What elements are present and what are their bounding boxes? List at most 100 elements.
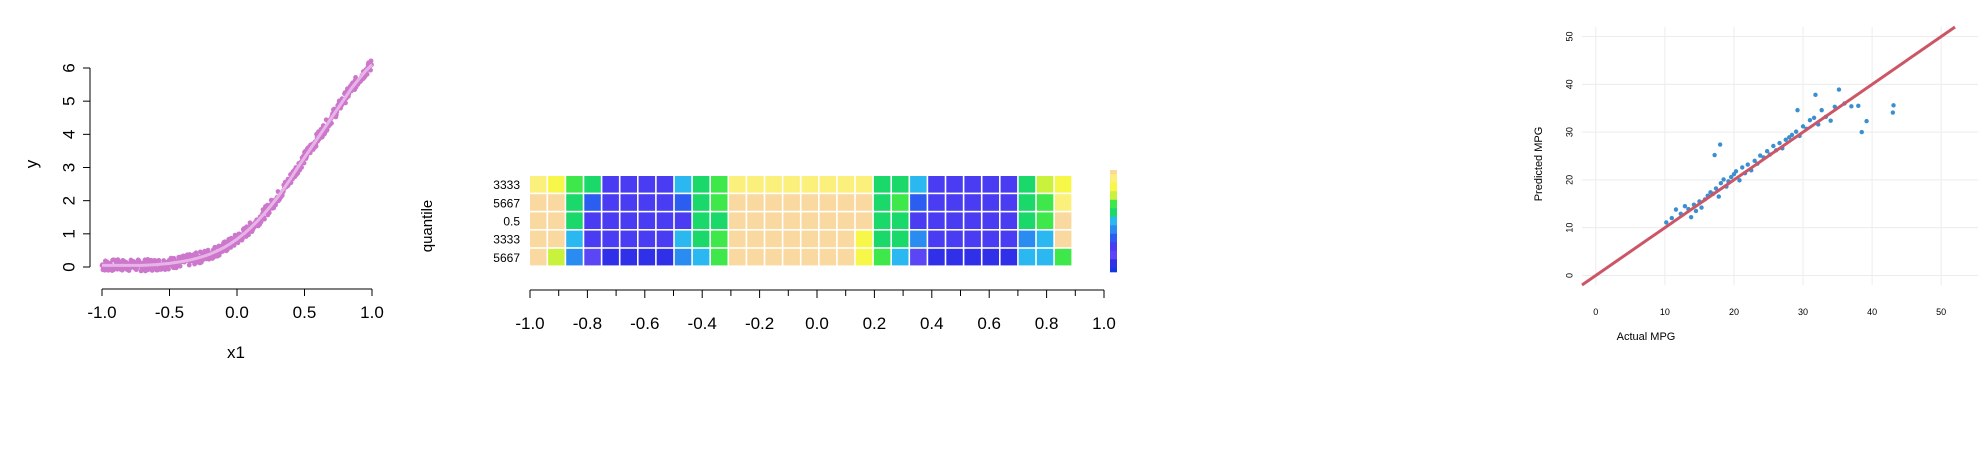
heatmap-cell	[855, 230, 873, 248]
legend-swatch	[1110, 238, 1117, 243]
y-tick-label: 10	[1564, 223, 1574, 233]
heatmap-cell	[747, 176, 764, 193]
heatmap-cell	[656, 212, 674, 229]
heatmap-cell	[819, 230, 837, 248]
heatmap-cell	[638, 176, 656, 193]
x-tick-label: -1.0	[515, 314, 544, 333]
heatmap-cell	[638, 212, 656, 229]
mpg-point	[1800, 124, 1806, 129]
heatmap-cell	[982, 212, 999, 229]
mpg-point	[1828, 118, 1833, 123]
heatmap-cell	[783, 176, 800, 193]
heatmap-cell	[855, 248, 873, 266]
scatter-point	[156, 258, 162, 263]
heatmap-cell	[548, 194, 565, 211]
y-tick-label: 2	[59, 196, 78, 205]
x-tick-label: 0.5	[293, 303, 317, 322]
heatmap-cell	[1036, 230, 1054, 248]
mpg-point	[1737, 178, 1742, 183]
heatmap-cell	[873, 230, 891, 248]
heatmap-cell	[656, 230, 674, 248]
x-axis-label: x1	[227, 343, 245, 362]
heatmap-cell	[1018, 230, 1036, 248]
mpg-point	[1789, 132, 1795, 138]
heatmap-cell	[801, 176, 818, 193]
mpg-point	[1688, 214, 1694, 220]
heatmap-cell	[692, 176, 710, 193]
heatmap-cell	[656, 194, 674, 211]
heatmap-cell	[783, 248, 800, 266]
heatmap-cell	[566, 212, 583, 229]
heatmap-cell	[656, 176, 674, 193]
heatmap-cell	[855, 212, 873, 229]
heatmap-cell	[765, 176, 782, 193]
heatmap-cell	[747, 230, 764, 248]
x-tick-label: 50	[1936, 307, 1946, 317]
scatter-point	[313, 143, 319, 149]
heatmap-cell	[801, 212, 818, 229]
heatmap-cell	[1000, 248, 1018, 266]
mpg-point	[1721, 177, 1726, 182]
chart-panel-mpg: 0 10 20 30 40 50 0 10 20 30 40 50 Actual MPG Predic…	[1533, 25, 1978, 343]
heatmap-cell	[620, 248, 637, 266]
heatmap-cell	[946, 230, 963, 248]
row-label: 0.5	[503, 215, 520, 229]
x-tick-label: 0.8	[1035, 314, 1059, 333]
x-tick-label: 1.0	[1092, 314, 1116, 333]
heatmap-cell	[910, 212, 927, 229]
mpg-point	[1836, 87, 1842, 92]
mpg-point	[1717, 142, 1723, 147]
y-tick-label: 3	[59, 163, 78, 172]
heatmap-cell	[530, 176, 547, 193]
heatmap-cell	[1036, 248, 1054, 266]
color-legend	[1110, 170, 1117, 273]
legend-swatch	[1110, 233, 1117, 239]
heatmap-cell	[783, 194, 800, 211]
heatmap-cell	[747, 194, 764, 211]
mpg-point	[1682, 203, 1688, 209]
heatmap-cell	[674, 230, 692, 248]
mpg-point	[1699, 205, 1704, 210]
mpg-point	[1664, 220, 1669, 225]
heatmap-cell	[711, 176, 728, 193]
mpg-point	[1807, 117, 1813, 123]
scatter-point	[262, 216, 267, 222]
mpg-point	[1793, 129, 1799, 134]
x-tick-label: 0.2	[863, 314, 887, 333]
mpg-point	[1777, 140, 1782, 146]
scatter-point	[186, 262, 192, 268]
heatmap-cell	[910, 194, 927, 211]
heatmap-cell	[873, 176, 891, 193]
legend-swatch	[1110, 204, 1117, 209]
row-label: 3333	[493, 233, 520, 247]
heatmap-cell	[602, 248, 619, 266]
heatmap-cell	[602, 194, 619, 211]
mpg-point	[1764, 149, 1770, 154]
legend-swatch	[1110, 187, 1117, 192]
heatmap-cell	[530, 212, 547, 229]
heatmap-cell	[548, 248, 565, 266]
heatmap-cell	[964, 248, 981, 266]
heatmap-cell	[819, 176, 837, 193]
heatmap-cell	[892, 248, 909, 266]
heatmap-cell	[1018, 176, 1036, 193]
legend-swatch	[1110, 208, 1117, 213]
heatmap-cell	[946, 176, 963, 193]
heatmap-cell	[946, 194, 963, 211]
legend-swatch	[1110, 225, 1117, 230]
x-tick-label: 0.6	[977, 314, 1001, 333]
heatmap-cell	[674, 212, 692, 229]
heatmap-cell	[729, 212, 746, 229]
heatmap-cell	[1054, 248, 1072, 266]
heatmap-cell	[638, 194, 656, 211]
row-label: 5667	[493, 196, 520, 210]
y-tick-label: 40	[1564, 79, 1574, 89]
heatmap-cell	[638, 248, 656, 266]
heatmap-cell	[584, 176, 601, 193]
legend-swatch	[1110, 259, 1117, 264]
heatmap-cell	[692, 230, 710, 248]
heatmap-cell	[837, 248, 855, 266]
legend-swatch	[1110, 191, 1117, 196]
x-tick-label: 10	[1660, 307, 1670, 317]
legend-swatch	[1110, 170, 1117, 175]
